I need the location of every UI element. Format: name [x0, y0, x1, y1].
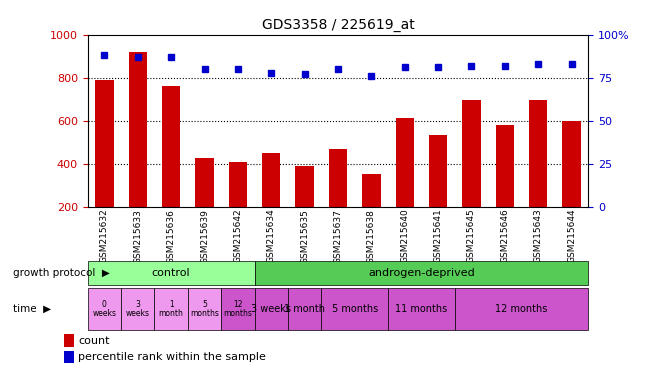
Bar: [96, 80, 114, 207]
Text: 1
month: 1 month: [159, 300, 183, 318]
Bar: [255, 261, 588, 285]
Bar: [462, 101, 480, 207]
Text: time  ▶: time ▶: [13, 304, 51, 314]
Text: percentile rank within the sample: percentile rank within the sample: [78, 352, 266, 362]
Bar: [221, 288, 255, 330]
Bar: [329, 149, 347, 207]
Bar: [562, 121, 580, 207]
Text: 0
weeks: 0 weeks: [92, 300, 116, 318]
Bar: [88, 288, 121, 330]
Bar: [529, 101, 547, 207]
Bar: [64, 351, 74, 363]
Text: 1 month: 1 month: [284, 304, 325, 314]
Bar: [188, 288, 221, 330]
Bar: [129, 52, 147, 207]
Bar: [362, 174, 380, 207]
Bar: [455, 288, 588, 330]
Text: 11 months: 11 months: [395, 304, 448, 314]
Text: control: control: [152, 268, 190, 278]
Text: 12 months: 12 months: [495, 304, 548, 314]
Text: 12
months: 12 months: [224, 300, 252, 318]
Text: growth protocol  ▶: growth protocol ▶: [13, 268, 110, 278]
Bar: [121, 288, 155, 330]
Text: 3
weeks: 3 weeks: [126, 300, 150, 318]
Bar: [496, 125, 514, 207]
Bar: [262, 153, 280, 207]
Bar: [162, 86, 180, 207]
Title: GDS3358 / 225619_at: GDS3358 / 225619_at: [261, 18, 415, 32]
Text: 3 weeks: 3 weeks: [252, 304, 291, 314]
Bar: [229, 162, 247, 207]
Bar: [388, 288, 455, 330]
Bar: [321, 288, 388, 330]
Bar: [88, 261, 255, 285]
Bar: [296, 166, 314, 207]
Bar: [255, 288, 288, 330]
Text: 5
months: 5 months: [190, 300, 219, 318]
Bar: [155, 288, 188, 330]
Bar: [288, 288, 321, 330]
Text: 5 months: 5 months: [332, 304, 378, 314]
Bar: [429, 135, 447, 207]
Bar: [396, 118, 414, 207]
Bar: [64, 334, 74, 346]
Bar: [196, 158, 214, 207]
Text: count: count: [78, 336, 109, 346]
Text: androgen-deprived: androgen-deprived: [368, 268, 474, 278]
